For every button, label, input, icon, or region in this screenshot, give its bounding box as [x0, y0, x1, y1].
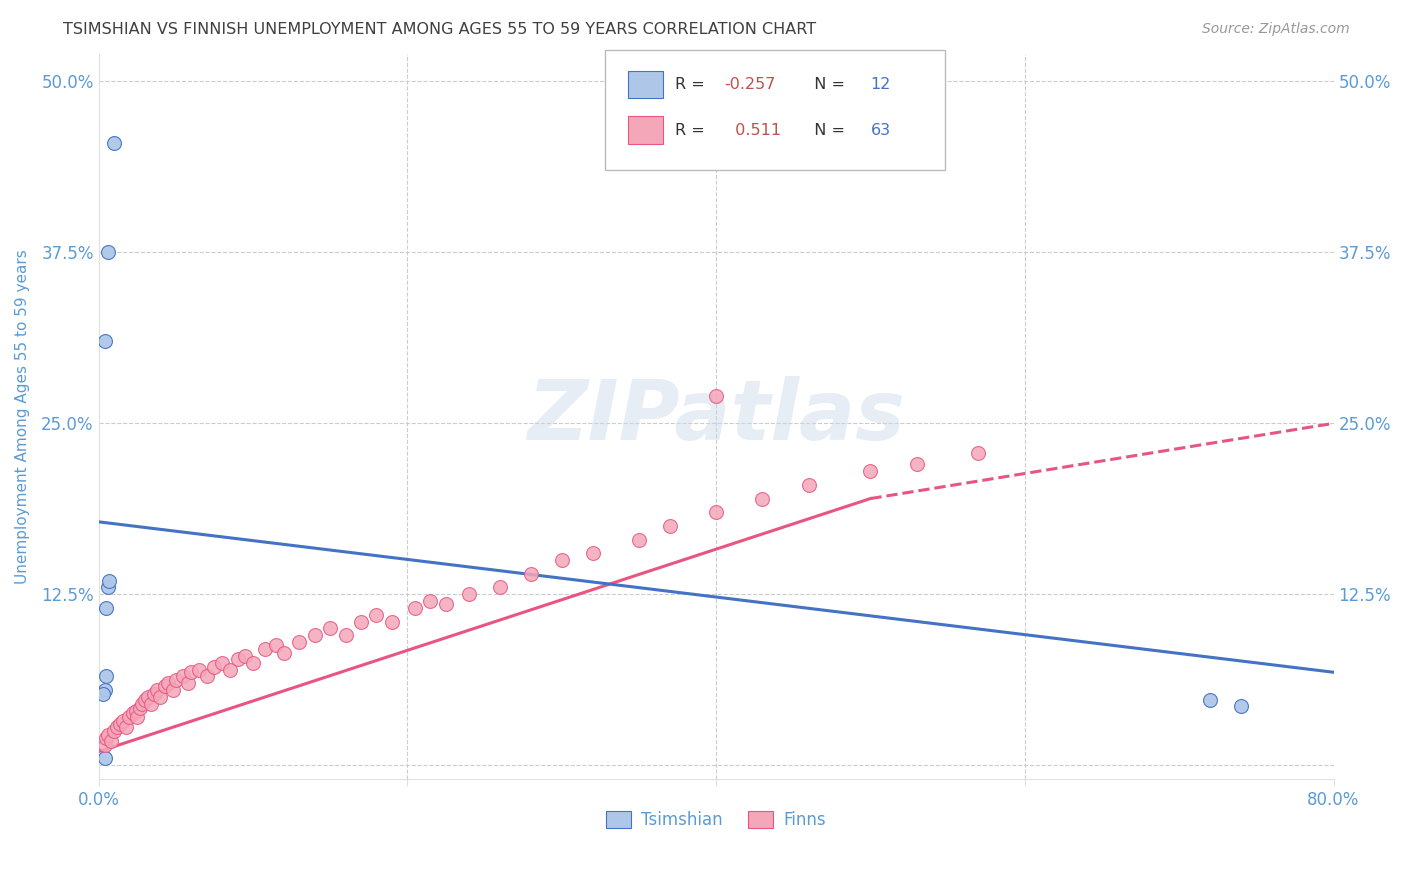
Point	[967, 446, 990, 460]
Point	[115, 720, 138, 734]
Point	[627, 533, 650, 547]
Point	[131, 697, 153, 711]
Point	[304, 628, 326, 642]
Point	[121, 706, 143, 721]
Point	[103, 136, 125, 150]
Point	[180, 665, 202, 680]
Point	[136, 690, 159, 704]
Point	[143, 687, 166, 701]
Point	[797, 478, 820, 492]
Point	[704, 505, 727, 519]
Point	[108, 717, 131, 731]
Point	[319, 622, 342, 636]
Point	[1199, 692, 1222, 706]
Point	[97, 581, 120, 595]
Point	[419, 594, 441, 608]
Point	[97, 245, 120, 260]
Point	[550, 553, 572, 567]
Point	[100, 733, 122, 747]
Point	[105, 720, 128, 734]
Point	[859, 464, 882, 478]
Point	[97, 728, 120, 742]
Text: Source: ZipAtlas.com: Source: ZipAtlas.com	[1202, 22, 1350, 37]
Text: 12: 12	[870, 77, 891, 92]
FancyBboxPatch shape	[628, 70, 664, 98]
Legend: Tsimshian, Finns: Tsimshian, Finns	[600, 805, 832, 836]
Point	[187, 663, 209, 677]
Point	[254, 642, 277, 657]
Point	[264, 638, 287, 652]
Text: TSIMSHIAN VS FINNISH UNEMPLOYMENT AMONG AGES 55 TO 59 YEARS CORRELATION CHART: TSIMSHIAN VS FINNISH UNEMPLOYMENT AMONG …	[63, 22, 817, 37]
Text: 0.511: 0.511	[724, 123, 780, 137]
Text: ZIPatlas: ZIPatlas	[527, 376, 905, 457]
Point	[98, 574, 121, 588]
Point	[233, 648, 256, 663]
Point	[94, 738, 117, 752]
Point	[91, 687, 114, 701]
Point	[146, 683, 169, 698]
Point	[112, 714, 135, 729]
Point	[177, 676, 200, 690]
Point	[118, 710, 141, 724]
Point	[434, 597, 457, 611]
FancyBboxPatch shape	[605, 51, 945, 170]
Point	[162, 683, 184, 698]
Point	[404, 601, 426, 615]
Point	[134, 692, 156, 706]
Point	[94, 751, 117, 765]
Text: 63: 63	[870, 123, 890, 137]
Point	[165, 673, 187, 688]
Point	[350, 615, 373, 629]
Point	[658, 519, 681, 533]
Point	[103, 724, 125, 739]
Point	[273, 646, 295, 660]
Point	[157, 676, 180, 690]
Text: N =: N =	[804, 123, 849, 137]
Point	[335, 628, 357, 642]
FancyBboxPatch shape	[628, 117, 664, 144]
Point	[96, 601, 118, 615]
Point	[218, 663, 240, 677]
Point	[581, 546, 603, 560]
Point	[211, 656, 233, 670]
Point	[96, 731, 118, 745]
Point	[704, 389, 727, 403]
Point	[173, 669, 195, 683]
Point	[124, 704, 146, 718]
Point	[288, 635, 311, 649]
Y-axis label: Unemployment Among Ages 55 to 59 years: Unemployment Among Ages 55 to 59 years	[15, 249, 30, 584]
Point	[139, 697, 162, 711]
Point	[149, 690, 172, 704]
Text: N =: N =	[804, 77, 849, 92]
Point	[366, 607, 388, 622]
Point	[94, 334, 117, 349]
Point	[129, 701, 152, 715]
Text: -0.257: -0.257	[724, 77, 776, 92]
Point	[1230, 699, 1253, 714]
Point	[195, 669, 218, 683]
Point	[905, 458, 928, 472]
Point	[381, 615, 404, 629]
Point	[96, 669, 118, 683]
Point	[489, 581, 512, 595]
Point	[458, 587, 481, 601]
Point	[153, 679, 176, 693]
Point	[202, 660, 225, 674]
Point	[127, 710, 149, 724]
Point	[520, 566, 543, 581]
Text: R =: R =	[675, 123, 710, 137]
Point	[242, 656, 264, 670]
Point	[751, 491, 773, 506]
Text: R =: R =	[675, 77, 710, 92]
Point	[226, 651, 249, 665]
Point	[94, 683, 117, 698]
